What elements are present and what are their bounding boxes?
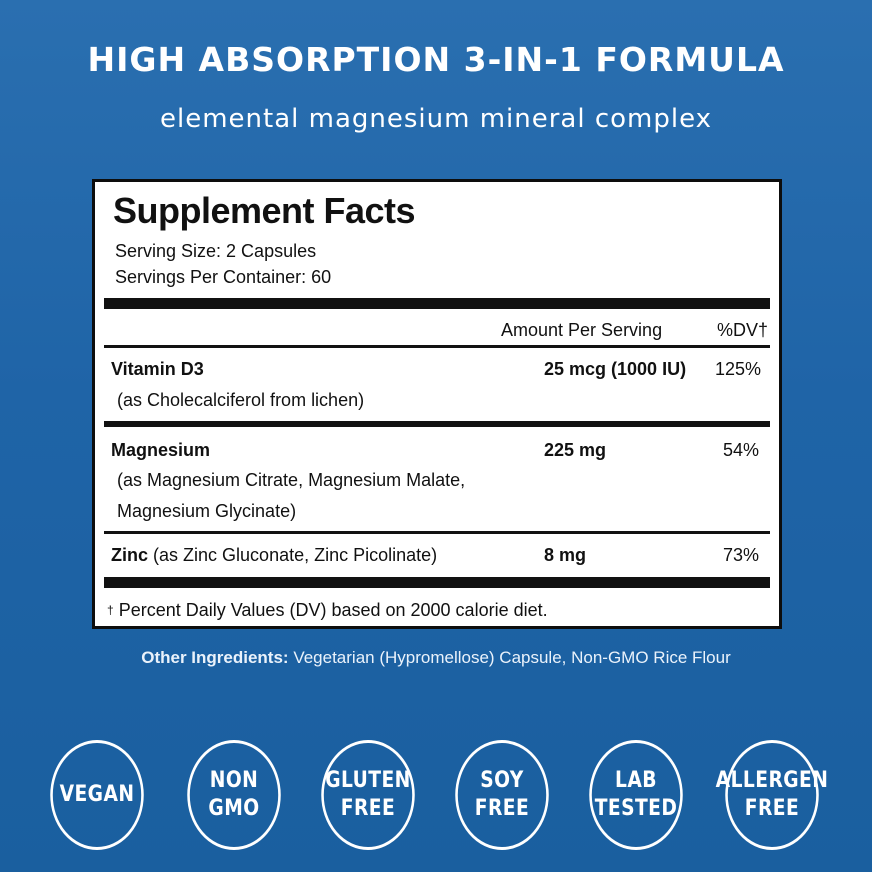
subheadline: elemental magnesium mineral complex: [159, 104, 713, 134]
thick-divider: [104, 577, 770, 588]
nutrient-detail-zinc: (as Zinc Gluconate, Zinc Picolinate): [153, 545, 438, 565]
servings-per-container: Servings Per Container: 60: [115, 267, 332, 287]
nutrient-name-vitamin-d3: Vitamin D3: [111, 359, 204, 379]
thick-divider: [104, 298, 770, 309]
badge-gluten-free: GLUTEN FREE: [321, 740, 415, 850]
nutrient-amount-zinc: 8 mg: [544, 545, 587, 565]
nutrient-detail-magnesium: (as Magnesium Citrate, Magnesium Malate,: [117, 470, 466, 490]
nutrient-detail-vitamin-d3: (as Cholecalciferol from lichen): [117, 390, 365, 410]
footnote-mark: †: [107, 603, 114, 617]
badge-soy-free: SOY FREE: [455, 740, 549, 850]
other-ingredients-label: Other Ingredients:: [141, 648, 289, 667]
facts-title: Supplement Facts: [113, 190, 416, 231]
divider: [104, 531, 770, 534]
serving-size: Serving Size: 2 Capsules: [115, 241, 317, 261]
divider: [104, 345, 770, 348]
nutrient-name-magnesium: Magnesium: [111, 440, 211, 460]
headline: HIGH ABSORPTION 3-IN-1 FORMULA: [87, 40, 785, 79]
other-ingredients-text: Vegetarian (Hypromellose) Capsule, Non-G…: [293, 648, 731, 667]
badge-allergen-free: ALLERGEN FREE: [716, 740, 828, 850]
nutrient-amount-vitamin-d3: 25 mcg (1000 IU): [544, 359, 687, 379]
nutrient-dv-zinc: 73%: [723, 545, 760, 565]
badge-non-gmo: NON GMO: [187, 740, 281, 850]
nutrient-dv-magnesium: 54%: [723, 440, 760, 460]
nutrient-row-zinc: Zinc (as Zinc Gluconate, Zinc Picolinate…: [111, 544, 437, 566]
nutrient-dv-vitamin-d3: 125%: [715, 359, 762, 379]
nutrient-name-zinc: Zinc: [111, 545, 149, 565]
other-ingredients: Other Ingredients: Vegetarian (Hypromell…: [0, 648, 872, 668]
nutrient-amount-magnesium: 225 mg: [544, 440, 607, 460]
divider: [104, 421, 770, 427]
amount-per-serving-header: Amount Per Serving: [501, 320, 663, 340]
footnote: † Percent Daily Values (DV) based on 200…: [107, 599, 548, 621]
dv-header: %DV†: [717, 320, 769, 340]
footnote-text: Percent Daily Values (DV) based on 2000 …: [118, 600, 548, 620]
nutrient-detail-magnesium: Magnesium Glycinate): [117, 501, 297, 521]
badge-vegan: VEGAN: [50, 740, 144, 850]
badge-lab-tested: LAB TESTED: [589, 740, 683, 850]
supplement-facts-panel: Supplement Facts Serving Size: 2 Capsule…: [92, 179, 782, 629]
